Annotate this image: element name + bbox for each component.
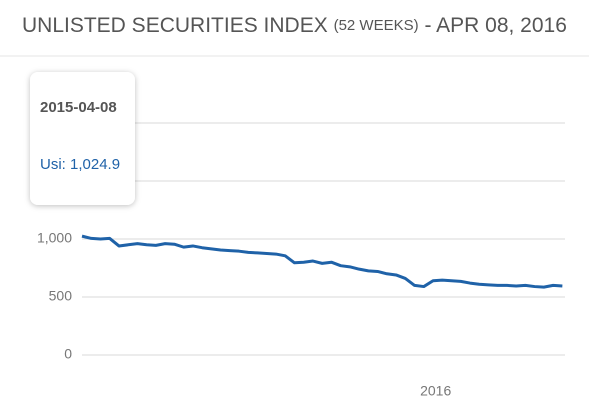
tooltip-title: 2015-04-08: [40, 99, 117, 116]
tooltip: 2015-04-08 Usi: 1,024.9: [30, 72, 135, 205]
title: UNLISTED SECURITIES INDEX: [22, 14, 328, 37]
date-label: - APR 08, 2016: [424, 14, 566, 37]
x-tick-label: 2016: [420, 383, 451, 399]
y-tick-label: 500: [49, 288, 73, 304]
subtitle: (52 WEEKS): [334, 17, 419, 34]
plot: [81, 234, 563, 289]
y-tick-label: 1,000: [37, 230, 72, 246]
tooltip-box: [30, 72, 135, 205]
chart-title: UNLISTED SECURITIES INDEX (52 WEEKS) - A…: [22, 14, 567, 37]
tooltip-text: Usi: 1,024.9: [40, 156, 120, 173]
series-line: [81, 234, 563, 289]
y-tick-label: 0: [64, 346, 72, 362]
